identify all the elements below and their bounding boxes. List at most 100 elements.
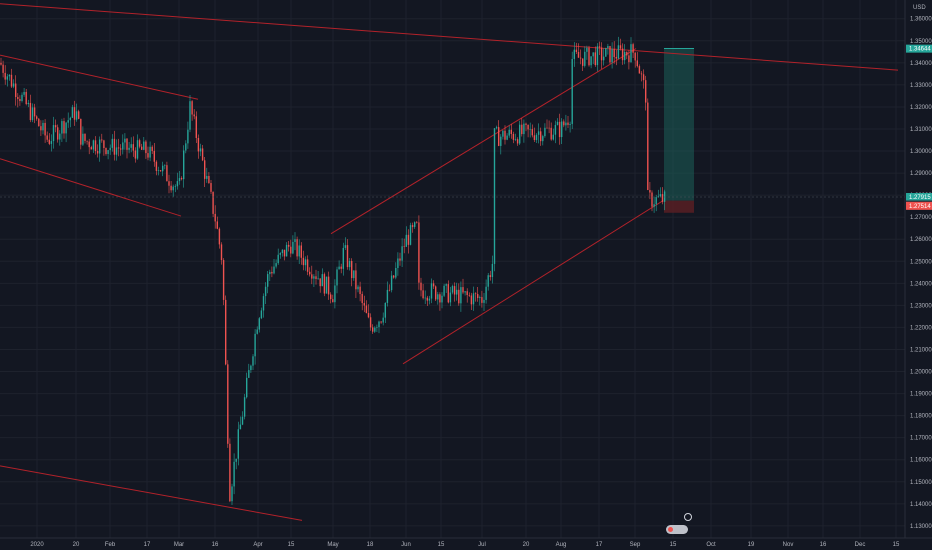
y-tick-label: 1.19000 [910,392,932,398]
candle-body [48,139,50,144]
y-tick-label: 1.29000 [910,171,932,177]
candle-body [340,266,342,269]
y-tick-label: 1.26000 [910,237,932,243]
candle-body [376,327,378,328]
candle-body [504,130,506,140]
y-tick-label: 1.36000 [910,17,932,23]
candle-body [525,123,527,125]
candle-body [565,122,567,126]
candle-body [624,51,626,61]
candle-body [206,175,208,179]
long-position-tool[interactable] [664,48,694,213]
candle-body [500,136,502,146]
candle-body [183,150,185,180]
candle-body [393,275,395,278]
y-tick-label: 1.16000 [910,458,932,464]
trend-line[interactable] [0,158,182,217]
y-tick-label: 1.34000 [910,61,932,67]
candle-body [38,118,40,127]
candle-body [199,148,202,152]
candle-body [216,221,218,229]
candle-body [617,45,620,59]
candle-body [529,129,531,130]
candle-body [115,147,118,155]
x-tick-label: 17 [596,542,603,548]
candle-body [447,284,449,303]
candle-body [309,271,311,275]
candle-body [277,254,279,264]
candle-body [374,327,376,332]
candle-body [21,94,23,102]
candle-body [600,47,603,61]
candle-body [124,138,126,143]
trend-line[interactable] [0,3,899,71]
candle-body [294,239,296,242]
candle-body [147,153,149,158]
candle-body [271,271,273,274]
candle-body [243,397,246,417]
candle-body [359,286,361,295]
candle-body [556,121,559,125]
candle-body [86,140,88,142]
x-tick-label: 20 [73,542,80,548]
candle-body [325,276,328,294]
candle-body [613,48,615,58]
x-tick-label: Feb [105,542,116,548]
candle-body [439,294,441,303]
trend-line[interactable] [0,465,303,521]
candle-body [569,123,571,125]
y-tick-label: 1.20000 [910,370,932,376]
candle-body [40,126,42,131]
candle-body [403,246,405,247]
candle-body [561,121,563,138]
candle-body [128,147,130,150]
candle-body [493,128,496,264]
candle-body [300,245,302,258]
candle-body [109,147,111,151]
candle-body [78,111,80,119]
candle-body [191,101,193,115]
trend-line[interactable] [330,48,637,235]
trend-line[interactable] [402,200,664,365]
candle-body [512,133,515,140]
candle-body [246,377,248,398]
candle-body [42,122,44,131]
candle-body [298,245,300,257]
candle-body [222,260,225,300]
candle-body [626,51,628,56]
trend-line[interactable] [0,54,199,100]
candle-body [145,141,147,154]
candle-body [649,189,651,193]
candle-body [451,286,454,293]
candle-body [458,289,460,304]
price-axis[interactable]: 1.36000 1.35000 1.34000 1.33000 1.32000 1.310… [904,0,932,538]
candle-body [346,245,349,268]
candle-body [92,140,95,150]
candle-body [598,46,601,48]
candle-body [113,138,116,155]
candle-body [241,416,244,425]
candle-body [357,286,359,290]
profit-zone[interactable] [664,48,694,201]
candle-body [428,298,431,301]
candle-body [258,318,260,330]
candle-body [269,271,271,275]
candle-body [138,140,141,147]
candle-body [65,122,67,134]
x-tick-label: Oct [706,542,716,548]
candle-body [180,178,183,180]
candle-body [132,144,134,151]
y-tick-label: 1.23000 [910,303,932,309]
candle-body [107,150,109,154]
loss-zone[interactable] [664,200,694,213]
candle-body [141,146,143,150]
candle-body [315,276,317,279]
time-axis[interactable]: 2020 20 Feb 17 Mar 16 Apr 15 May 18 Jun 15 Jul 20 Aug 1… [0,537,932,550]
candle-body [0,62,2,65]
candle-body [306,259,309,272]
trend-lines[interactable] [0,3,899,521]
candle-body [594,52,596,66]
candle-body [15,83,17,98]
candle-body [579,57,582,59]
